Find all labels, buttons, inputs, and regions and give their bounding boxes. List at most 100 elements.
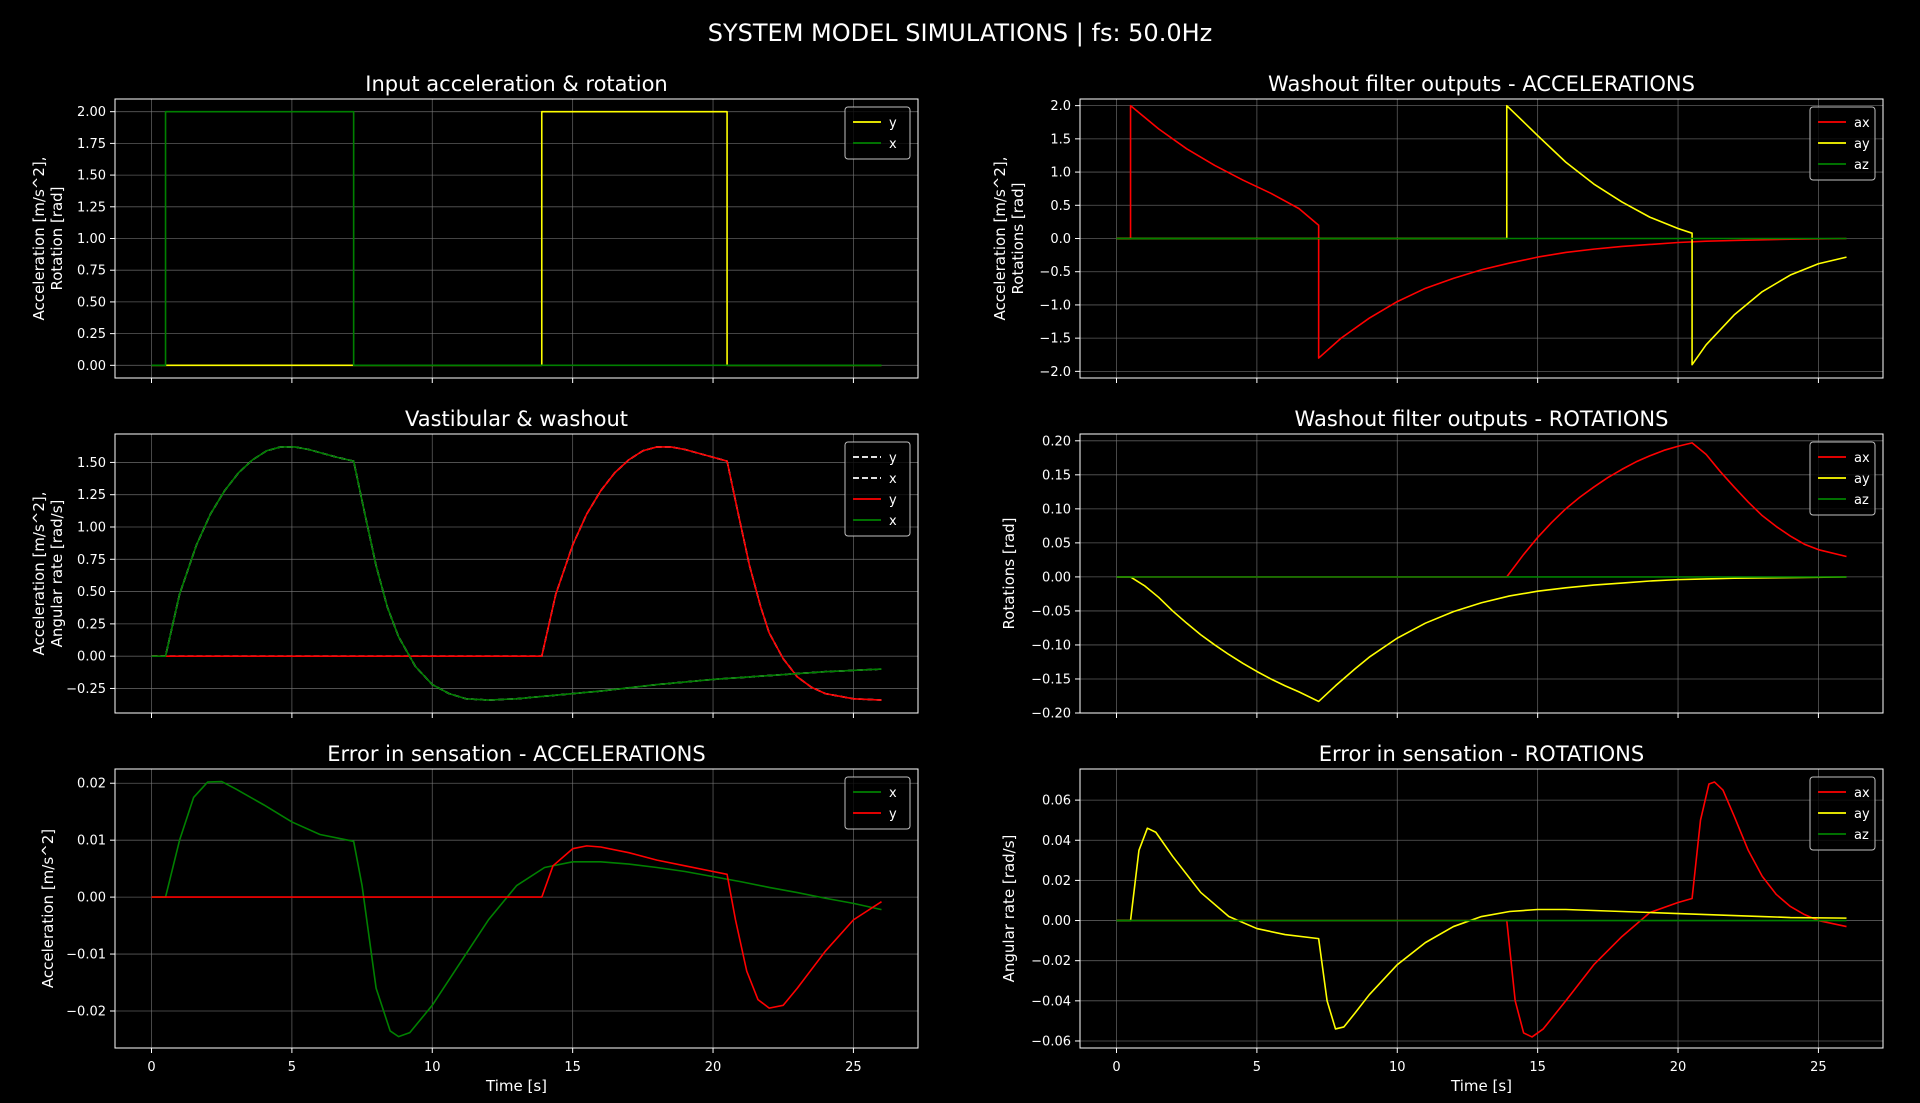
y-tick-label: −0.10: [1031, 638, 1071, 653]
series-line-x-1: [151, 110, 882, 367]
legend: ax ay az: [1809, 106, 1876, 181]
y-tick-label: −0.04: [1031, 994, 1071, 1009]
x-tick-label: 5: [1253, 1060, 1261, 1075]
series-line-ay-1: [1116, 827, 1847, 1030]
legend-label: ax: [1854, 451, 1870, 466]
y-tick-label: 0.25: [77, 327, 106, 342]
chart-panel-4: −0.20 −0.15 −0.10 −0.05 0.00 0.05 0.10 0.15 0.20…: [1000, 407, 1884, 722]
x-tick-label: 15: [1529, 1060, 1546, 1075]
series-line-ax-0: [1116, 781, 1847, 1038]
y-axis-label: Acceleration [m/s^2],: [991, 156, 1009, 320]
y-tick-label: 0.20: [1042, 434, 1071, 449]
y-tick-label: 0.01: [77, 834, 106, 849]
y-tick-label: −0.15: [1031, 672, 1071, 687]
series-line-ax-0: [1116, 442, 1847, 578]
figure-title: SYSTEM MODEL SIMULATIONS | fs: 50.0Hz: [708, 19, 1213, 47]
legend-label: az: [1854, 158, 1869, 173]
legend: ax ay az: [1809, 441, 1876, 516]
y-tick-label: 2.0: [1050, 99, 1071, 114]
x-tick-label: 0: [147, 1060, 155, 1075]
y-tick-label: 1.0: [1050, 166, 1071, 181]
legend-label: ax: [1854, 116, 1870, 131]
y-tick-label: −1.5: [1039, 332, 1071, 347]
y-tick-label: 0.50: [77, 295, 106, 310]
x-tick-label: 5: [288, 1060, 296, 1075]
x-axis-label: Time [s]: [485, 1077, 547, 1095]
y-axis-label: Angular rate [rad/s]: [1000, 835, 1018, 983]
y-tick-label: −0.01: [66, 948, 106, 963]
y-tick-label: 0.50: [77, 585, 106, 600]
y-axis-label: Rotations [rad]: [1000, 518, 1018, 630]
y-tick-label: 1.00: [77, 232, 106, 247]
axes-frame: [1079, 433, 1884, 714]
chart-title: Vastibular & washout: [405, 407, 628, 431]
series-line-y-2: [151, 446, 882, 701]
legend-label: ay: [1854, 807, 1870, 822]
y-tick-label: 0.15: [1042, 468, 1071, 483]
x-tick-label: 10: [424, 1060, 441, 1075]
y-tick-label: −0.02: [66, 1004, 106, 1019]
y-tick-label: 0.06: [1042, 794, 1071, 809]
y-tick-label: 0.02: [77, 777, 106, 792]
y-tick-label: 0.75: [77, 553, 106, 568]
y-tick-label: −0.05: [1031, 604, 1071, 619]
axes-frame: [114, 433, 919, 714]
axes-frame: [1079, 768, 1884, 1049]
y-tick-label: 1.00: [77, 521, 106, 536]
y-tick-label: 1.25: [77, 200, 106, 215]
chart-title: Washout filter outputs - ACCELERATIONS: [1268, 72, 1695, 96]
chart-panel-3: −0.25 0.00 0.25 0.50 0.75 1.00 1.25 1.50 Vastibu…: [30, 407, 919, 718]
y-axis-label: Acceleration [m/s^2]: [39, 829, 57, 988]
x-tick-label: 25: [1810, 1060, 1827, 1075]
x-tick-label: 0: [1112, 1060, 1120, 1075]
series-line-x-0: [151, 780, 882, 1038]
series-line-ay-1: [1116, 104, 1847, 366]
legend-label: ay: [1854, 137, 1870, 152]
y-tick-label: −0.02: [1031, 954, 1071, 969]
y-tick-label: 0.75: [77, 264, 106, 279]
y-tick-label: 0.5: [1050, 199, 1071, 214]
y-axis-label: Acceleration [m/s^2],: [30, 491, 48, 655]
axes-frame: [114, 768, 919, 1049]
legend-box: [844, 441, 911, 537]
x-tick-label: 20: [1670, 1060, 1687, 1075]
y-axis-label: Acceleration [m/s^2],: [30, 156, 48, 320]
y-axis-label: Rotations [rad]: [1009, 183, 1027, 295]
chart-title: Input acceleration & rotation: [365, 72, 668, 96]
series-line-ay-1: [1116, 576, 1847, 703]
legend-label: x: [889, 786, 897, 801]
legend-label: x: [889, 514, 897, 529]
chart-panel-2: −2.0 −1.5 −1.0 −0.5 0.0 0.5 1.0 1.5 2.0 Washout f…: [991, 72, 1884, 383]
y-tick-label: 1.25: [77, 488, 106, 503]
y-tick-label: −0.5: [1039, 265, 1071, 280]
y-tick-label: −0.25: [66, 682, 106, 697]
legend: yx: [844, 106, 911, 160]
y-tick-label: −0.06: [1031, 1034, 1071, 1049]
y-tick-label: 0.04: [1042, 834, 1071, 849]
y-tick-label: 0.25: [77, 617, 106, 632]
legend-label: y: [889, 807, 897, 822]
legend: xy: [844, 776, 911, 830]
chart-title: Error in sensation - ACCELERATIONS: [327, 742, 705, 766]
legend-box: [844, 776, 911, 830]
legend-label: x: [889, 472, 897, 487]
chart-title: Washout filter outputs - ROTATIONS: [1295, 407, 1669, 431]
y-tick-label: −0.20: [1031, 707, 1071, 722]
y-tick-label: 2.00: [77, 105, 106, 120]
legend-label: az: [1854, 493, 1869, 508]
y-tick-label: 0.00: [77, 891, 106, 906]
y-tick-label: 0.00: [77, 650, 106, 665]
y-tick-label: 1.75: [77, 137, 106, 152]
chart-panel-1: 0.00 0.25 0.50 0.75 1.00 1.25 1.50 1.75 2.00 Inpu…: [30, 72, 919, 383]
legend-label: y: [889, 451, 897, 466]
legend-label: x: [889, 137, 897, 152]
y-tick-label: 0.0: [1050, 232, 1071, 247]
y-tick-label: 1.50: [77, 169, 106, 184]
y-axis-label: Angular rate [rad/s]: [48, 500, 66, 648]
legend: ax ay az: [1809, 776, 1876, 851]
x-tick-label: 15: [564, 1060, 581, 1075]
y-tick-label: 0.00: [1042, 914, 1071, 929]
y-axis-label: Rotation [rad]: [48, 186, 66, 290]
